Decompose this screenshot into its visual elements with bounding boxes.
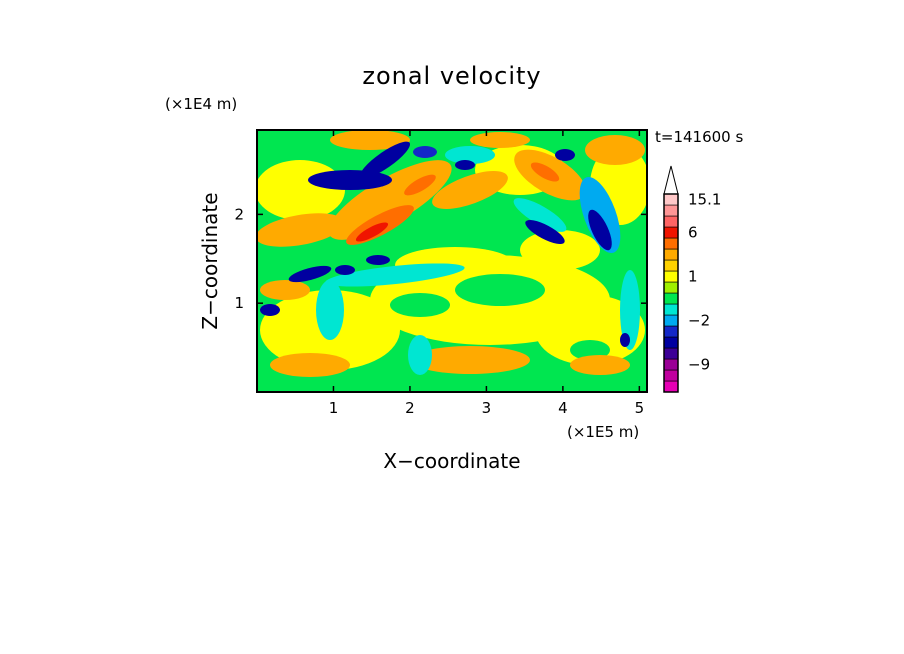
colorbar-overflow-arrow: [663, 165, 679, 195]
colorbar-tick-label: −9: [688, 356, 710, 374]
contour-region: [530, 162, 560, 182]
colorbar-swatch: [663, 248, 679, 261]
colorbar-swatch: [663, 193, 679, 206]
contour-region: [335, 265, 355, 275]
contour-region: [257, 160, 345, 220]
colorbar-swatch: [663, 215, 679, 228]
contour-region: [579, 177, 621, 253]
colorbar-swatch: [663, 369, 679, 382]
velocity-contours: [257, 130, 647, 377]
x-tick-label: 5: [635, 399, 645, 417]
contour-region: [366, 255, 390, 265]
y-axis: 12: [234, 205, 647, 312]
contour-region: [260, 304, 280, 316]
contour-region: [330, 130, 410, 150]
contour-region: [520, 230, 600, 270]
colorbar-swatch: [663, 325, 679, 338]
x-axis: 1 2 3 4 5: [329, 130, 644, 417]
contour-region: [288, 265, 332, 283]
contour-region: [432, 171, 508, 209]
colorbar-tick-label: 6: [688, 224, 698, 242]
contour-region: [620, 270, 640, 350]
colorbar-swatch: [663, 281, 679, 294]
contour-region: [445, 146, 495, 164]
contour-region: [555, 149, 575, 161]
colorbar-tick-label: 15.1: [688, 191, 721, 209]
colorbar-swatch: [663, 380, 679, 393]
colorbar-frame: [663, 193, 679, 393]
colorbar-swatch: [663, 358, 679, 371]
chart-title: zonal velocity: [362, 62, 541, 90]
contour-region: [325, 263, 465, 287]
colorbar-tick-label: −2: [688, 312, 710, 330]
contour-region: [525, 219, 565, 245]
contour-region: [410, 346, 530, 374]
contour-region: [404, 174, 436, 196]
x-tick-label: 2: [405, 399, 415, 417]
colorbar-tick-label: 1: [688, 268, 698, 286]
colorbar: 15.1 6 1 −2 −9: [663, 165, 721, 393]
colorbar-swatch: [663, 314, 679, 327]
colorbar-swatch: [663, 226, 679, 239]
contour-region: [355, 222, 389, 242]
y-unit-label: (×1E4 m): [165, 95, 237, 113]
contour-region: [585, 135, 645, 165]
contour-region: [513, 198, 567, 232]
contour-region: [360, 141, 410, 179]
contour-region: [270, 353, 350, 377]
contour-region: [413, 146, 437, 158]
x-tick-label: 4: [558, 399, 568, 417]
x-axis-label: X−coordinate: [383, 449, 520, 473]
time-label: t=141600 s: [655, 128, 743, 146]
contour-region: [257, 213, 345, 247]
contour-region: [316, 280, 344, 340]
colorbar-swatch: [663, 347, 679, 360]
colorbar-swatch: [663, 303, 679, 316]
colorbar-swatch: [663, 336, 679, 349]
contour-region: [455, 274, 545, 306]
y-tick-label: 2: [234, 205, 244, 223]
contour-region: [570, 355, 630, 375]
contour-region: [620, 333, 630, 347]
plot-frame: [256, 129, 648, 393]
colorbar-swatch: [663, 259, 679, 272]
contour-region: [470, 132, 530, 148]
contour-region: [260, 280, 310, 300]
colorbar-swatch: [663, 292, 679, 305]
y-axis-label: Z−coordinate: [198, 192, 222, 329]
heatmap-field: [257, 130, 647, 392]
contour-region: [535, 295, 645, 365]
contour-region: [390, 293, 450, 317]
x-tick-label: 1: [329, 399, 339, 417]
x-tick-label: 3: [482, 399, 492, 417]
colorbar-swatch: [663, 237, 679, 250]
contour-region: [308, 170, 392, 190]
contour-region: [408, 335, 432, 375]
contour-region: [455, 160, 475, 170]
contour-region: [588, 209, 612, 251]
y-tick-label: 1: [234, 294, 244, 312]
colorbar-swatch: [663, 270, 679, 283]
colorbar-swatch: [663, 204, 679, 217]
x-unit-label: (×1E5 m): [567, 423, 639, 441]
